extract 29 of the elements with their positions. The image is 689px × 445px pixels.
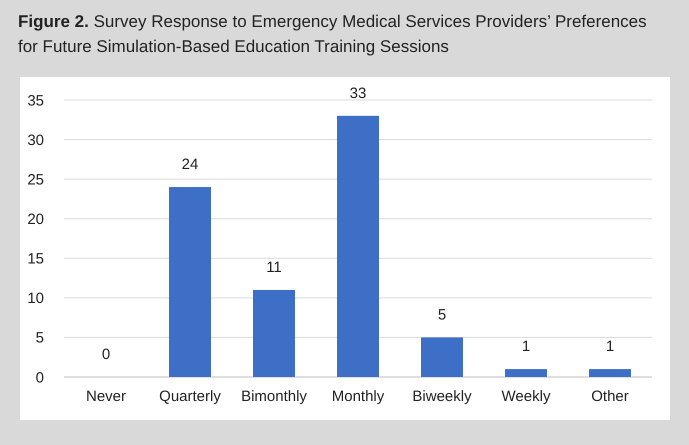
x-tick-label: Other (591, 388, 629, 405)
x-tick-label: Bimonthly (241, 388, 308, 405)
data-label: 1 (606, 338, 614, 356)
data-label: 5 (438, 306, 446, 324)
y-tick-label: 30 (27, 132, 44, 149)
y-tick-label: 10 (27, 290, 44, 308)
data-label: 24 (182, 156, 198, 174)
bar (505, 369, 547, 377)
x-tick-label: Never (86, 388, 126, 405)
data-label: 33 (350, 84, 366, 102)
bar (169, 187, 211, 377)
y-tick-label: 20 (27, 210, 44, 228)
bar (421, 337, 463, 377)
x-tick-label: Weekly (502, 388, 551, 405)
x-tick-label: Monthly (332, 388, 385, 405)
data-label: 11 (266, 258, 282, 276)
data-label: 0 (102, 346, 110, 363)
y-tick-label: 15 (27, 250, 44, 268)
chart-title: Figure 2. Survey Response to Emergency Medical Services Providers’ Preferences for Future Simulation-Based Education Training Sessions (18, 12, 647, 56)
y-tick-label: 35 (27, 92, 44, 110)
bar (253, 290, 295, 377)
x-tick-label: Quarterly (159, 388, 222, 405)
y-tick-label: 5 (36, 330, 44, 347)
y-tick-label: 0 (36, 369, 44, 386)
data-label: 1 (522, 338, 530, 356)
bar (589, 369, 631, 377)
x-tick-label: Biweekly (412, 388, 472, 405)
bar (337, 116, 379, 377)
y-tick-label: 25 (27, 171, 44, 188)
